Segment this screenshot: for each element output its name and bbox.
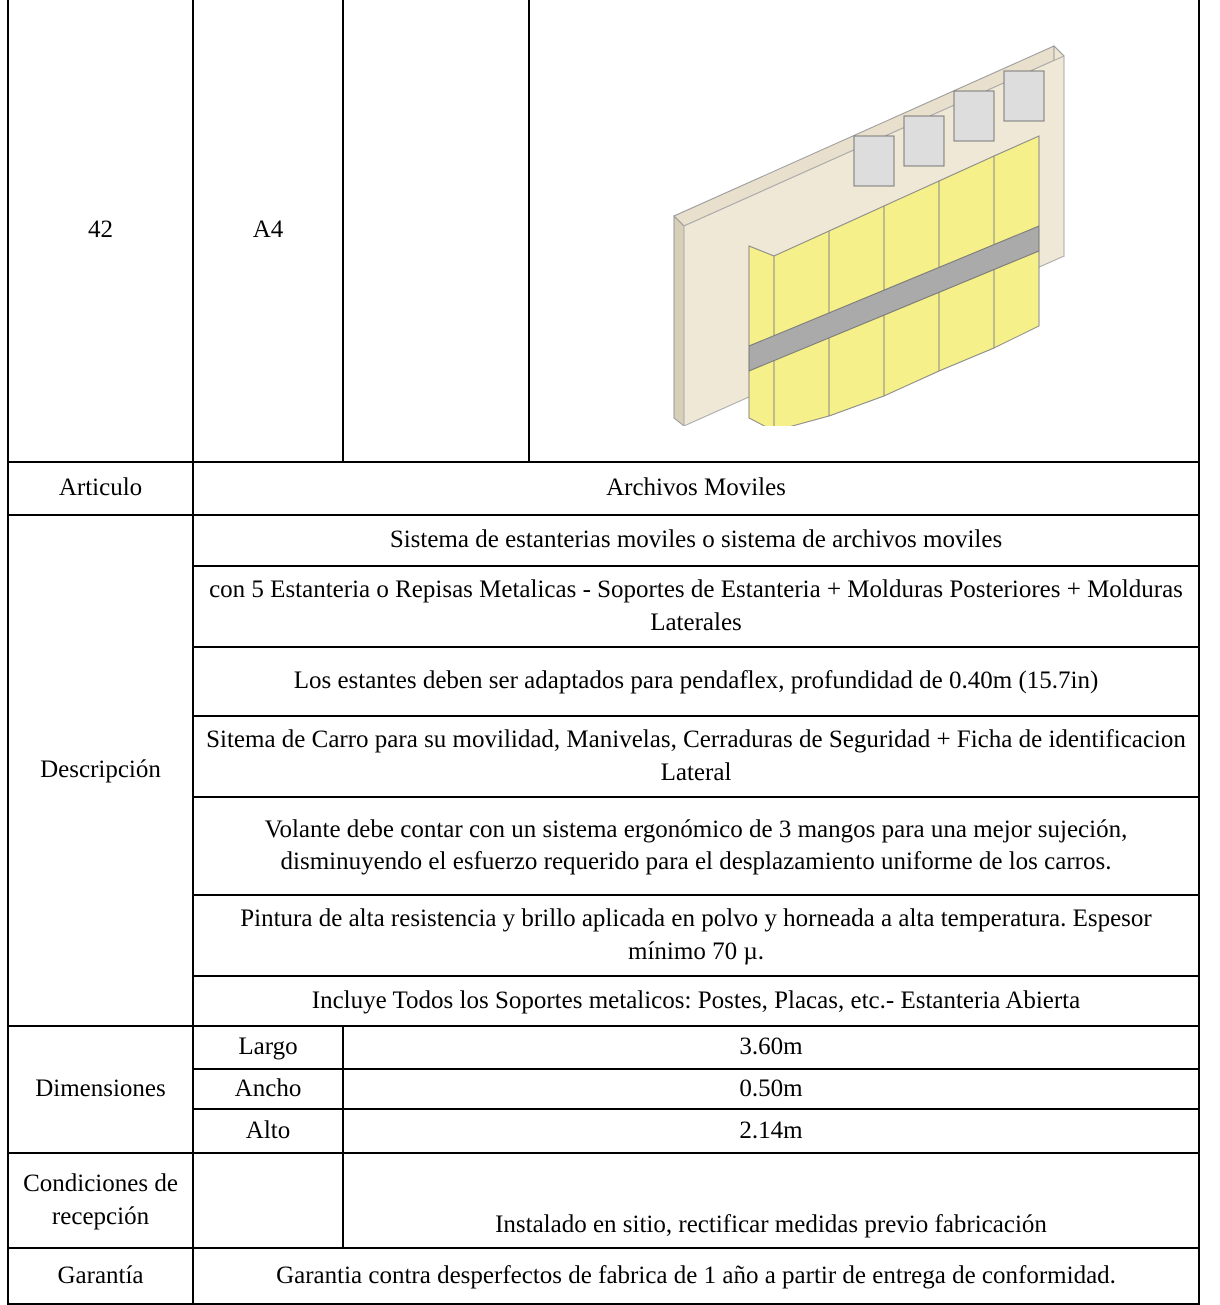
description-item: Volante debe contar con un sistema ergon… (192, 796, 1200, 896)
row-label: Dimensiones (7, 1025, 194, 1154)
empty-cell (192, 1152, 344, 1249)
description-item: Sistema de estanterias moviles o sistema… (192, 514, 1200, 567)
row-value: Archivos Moviles (192, 461, 1200, 516)
row-value: Instalado en sitio, rectificar medidas p… (342, 1152, 1200, 1249)
shelf-illustration (673, 44, 1065, 432)
spec-table: 42 A4 Articulo Archivos Moviles Descripc… (7, 0, 1200, 1305)
row-value: Garantia contra desperfectos de fabrica … (192, 1247, 1200, 1305)
dimension-value: 3.60m (342, 1025, 1200, 1070)
dimension-label: Alto (192, 1108, 344, 1154)
dimension-label: Ancho (192, 1068, 344, 1110)
dimension-label: Largo (192, 1025, 344, 1070)
item-format: A4 (192, 0, 344, 463)
description-item: con 5 Estanteria o Repisas Metalicas - S… (192, 565, 1200, 648)
row-label: Garantía (7, 1247, 194, 1305)
row-label: Condiciones de recepción (7, 1152, 194, 1249)
description-item: Incluye Todos los Soportes metalicos: Po… (192, 975, 1200, 1027)
item-number: 42 (7, 0, 194, 463)
row-label: Articulo (7, 461, 194, 516)
description-item: Sitema de Carro para su movilidad, Maniv… (192, 715, 1200, 798)
image-cell (528, 0, 1200, 463)
empty-cell (342, 0, 530, 463)
dimension-value: 2.14m (342, 1108, 1200, 1154)
row-label: Descripción (7, 514, 194, 1027)
description-item: Pintura de alta resistencia y brillo apl… (192, 894, 1200, 977)
dimension-value: 0.50m (342, 1068, 1200, 1110)
description-item: Los estantes deben ser adaptados para pe… (192, 646, 1200, 717)
